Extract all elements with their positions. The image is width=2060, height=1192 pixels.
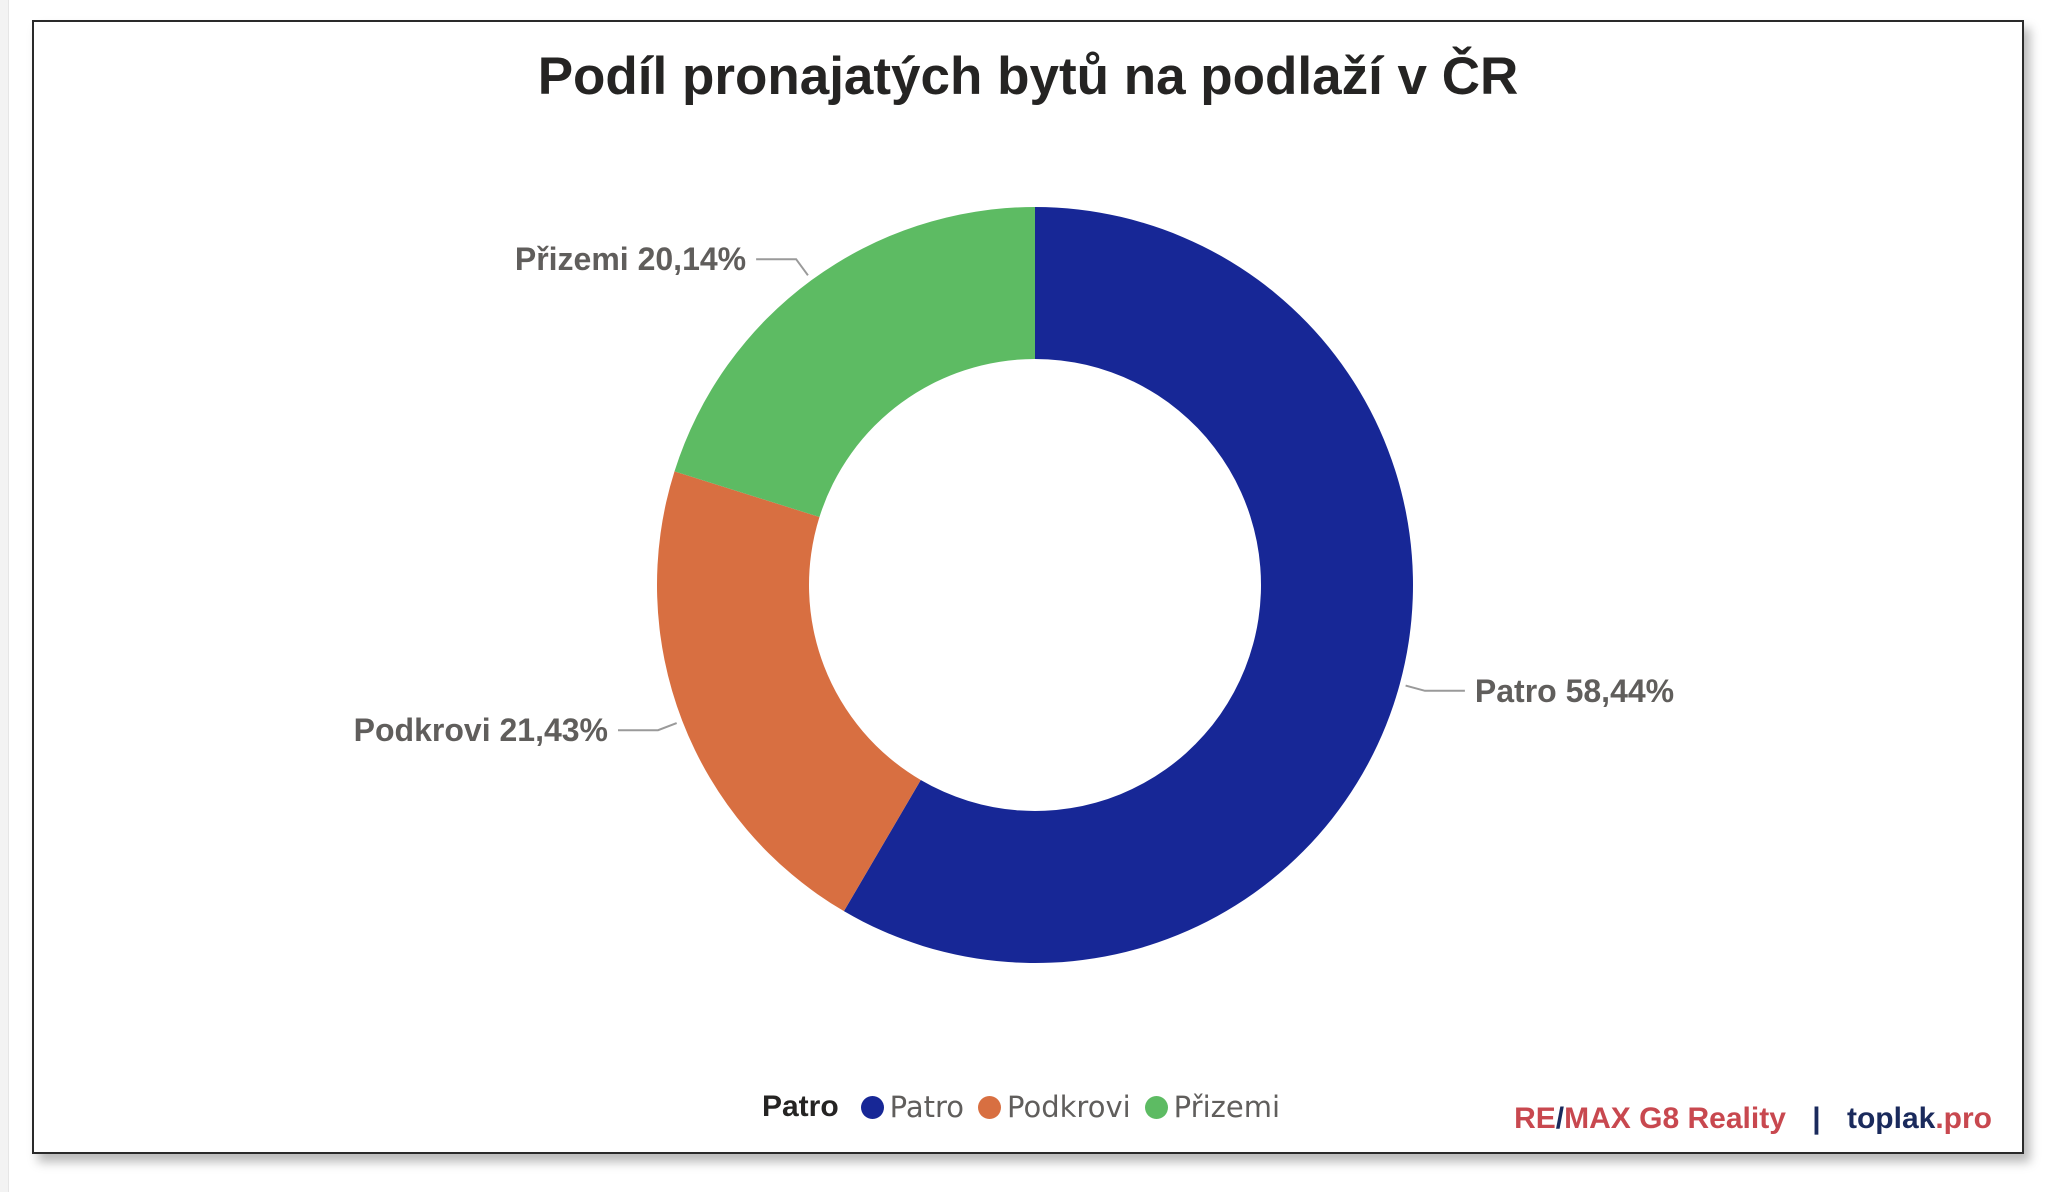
legend-label-podkrovi: Podkrovi xyxy=(1007,1090,1131,1124)
left-edge-strip xyxy=(0,0,9,1192)
leader-line-patro xyxy=(1405,684,1465,692)
brand-remax-rest: MAX G8 Reality xyxy=(1564,1102,1786,1135)
brand-remax-slash: / xyxy=(1555,1102,1565,1135)
brand-toplak: toplak xyxy=(1846,1102,1936,1135)
chart-frame: Podíl pronajatých bytů na podlaží v ČR P… xyxy=(32,20,2024,1154)
branding: RE/MAX G8 Reality | toplak.pro xyxy=(1514,1102,1992,1136)
legend-label-patro: Patro xyxy=(889,1090,965,1124)
legend-dot-podkrovi xyxy=(978,1095,1002,1119)
data-label-podkrovi: Podkrovi 21,43% xyxy=(354,712,608,748)
chart-title: Podíl pronajatých bytů na podlaží v ČR xyxy=(537,47,1519,106)
leader-line-přizemi xyxy=(756,258,809,276)
legend-item-prizemi[interactable]: Přizemi xyxy=(1144,1090,1281,1124)
brand-toplak-pro: .pro xyxy=(1935,1102,1992,1135)
data-label-přizemi: Přizemi 20,14% xyxy=(515,241,746,277)
legend-dot-patro xyxy=(860,1095,884,1119)
legend-dot-prizemi xyxy=(1144,1095,1168,1119)
legend-title: Patro xyxy=(761,1090,839,1123)
donut-chart: Patro 58,44% Podkrovi 21,43% Přizemi 20,14… xyxy=(354,207,1674,964)
leader-line-podkrovi xyxy=(618,722,678,732)
legend-label-prizemi: Přizemi xyxy=(1173,1090,1281,1124)
data-label-patro: Patro 58,44% xyxy=(1475,673,1674,709)
legend-item-patro[interactable]: Patro xyxy=(860,1090,965,1124)
legend-item-podkrovi[interactable]: Podkrovi xyxy=(978,1090,1131,1124)
chart-legend: Patro Patro Podkrovi Přizemi xyxy=(34,1090,2022,1124)
donut-slice-patro[interactable] xyxy=(843,207,1414,964)
brand-remax-re: RE xyxy=(1514,1102,1556,1135)
donut-slice-přizemi[interactable] xyxy=(674,207,1035,518)
donut-slice-podkrovi[interactable] xyxy=(657,471,921,912)
brand-separator: | xyxy=(1812,1102,1821,1135)
